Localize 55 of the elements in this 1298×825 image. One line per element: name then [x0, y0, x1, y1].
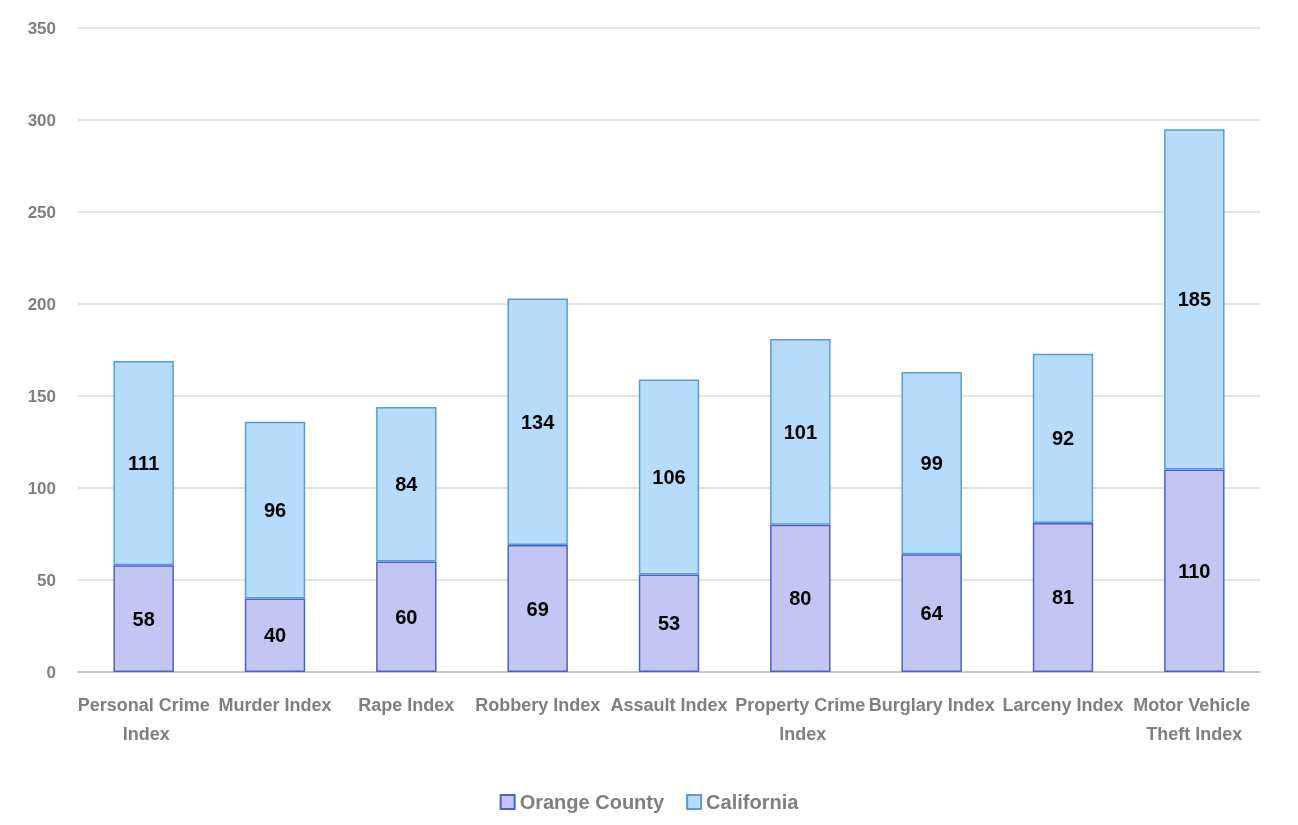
y-tick-label: 200: [27, 294, 56, 314]
data-label: 81: [1051, 586, 1075, 609]
data-label: 40: [263, 624, 287, 647]
data-label: 134: [520, 410, 556, 433]
x-tick-label: Rape Index: [358, 694, 455, 715]
bar: [376, 561, 437, 672]
bar: [770, 524, 831, 672]
bar: [113, 565, 174, 672]
bar: [1164, 469, 1225, 672]
x-tick-label: Assault Index: [610, 694, 728, 715]
data-label: 110: [1178, 559, 1211, 582]
data-label: 96: [263, 499, 287, 522]
data-label: 99: [920, 452, 943, 475]
bar: [376, 407, 437, 562]
legend-label: California: [706, 791, 800, 813]
bar: [901, 372, 962, 555]
data-label: 69: [526, 597, 549, 620]
data-label: 53: [657, 612, 681, 635]
data-label: 80: [789, 587, 812, 610]
data-label: 101: [783, 420, 818, 443]
bar: [638, 379, 700, 575]
y-tick-label: 250: [27, 202, 56, 222]
x-tick-label: Robbery Index: [475, 694, 601, 715]
bar: [901, 554, 962, 672]
data-label: 58: [132, 607, 155, 630]
x-tick-label: Motor Vehicle Theft Index: [1133, 694, 1256, 744]
bar: [1032, 353, 1094, 523]
y-tick-label: 100: [27, 478, 56, 498]
bar: [1164, 129, 1225, 470]
data-label: 106: [652, 465, 686, 488]
data-label: 60: [395, 605, 418, 628]
bar: [770, 338, 831, 525]
bar: [244, 421, 306, 599]
y-tick-label: 300: [27, 110, 56, 130]
bar: [507, 545, 568, 672]
x-tick-label: Burglary Index: [868, 694, 995, 715]
x-tick-label: Larceny Index: [1002, 694, 1124, 715]
data-label: 92: [1051, 427, 1075, 450]
y-tick-label: 0: [46, 662, 56, 682]
bar: [113, 361, 174, 566]
legend-label: Orange County: [519, 791, 665, 813]
x-tick-label: Personal Crime Index: [77, 694, 210, 744]
data-label: 64: [920, 602, 944, 625]
y-tick-label: 50: [37, 570, 56, 590]
data-label: 111: [128, 452, 160, 475]
bar: [244, 598, 306, 672]
bar: [507, 298, 568, 546]
x-tick-label: Property Crime Index: [735, 694, 866, 744]
y-tick-label: 150: [27, 386, 56, 406]
bar: [1032, 522, 1094, 672]
y-tick-label: 350: [27, 18, 56, 38]
data-label: 185: [1177, 288, 1212, 311]
x-tick-label: Murder Index: [218, 694, 332, 715]
data-label: 84: [395, 473, 419, 496]
bar: [638, 574, 700, 672]
